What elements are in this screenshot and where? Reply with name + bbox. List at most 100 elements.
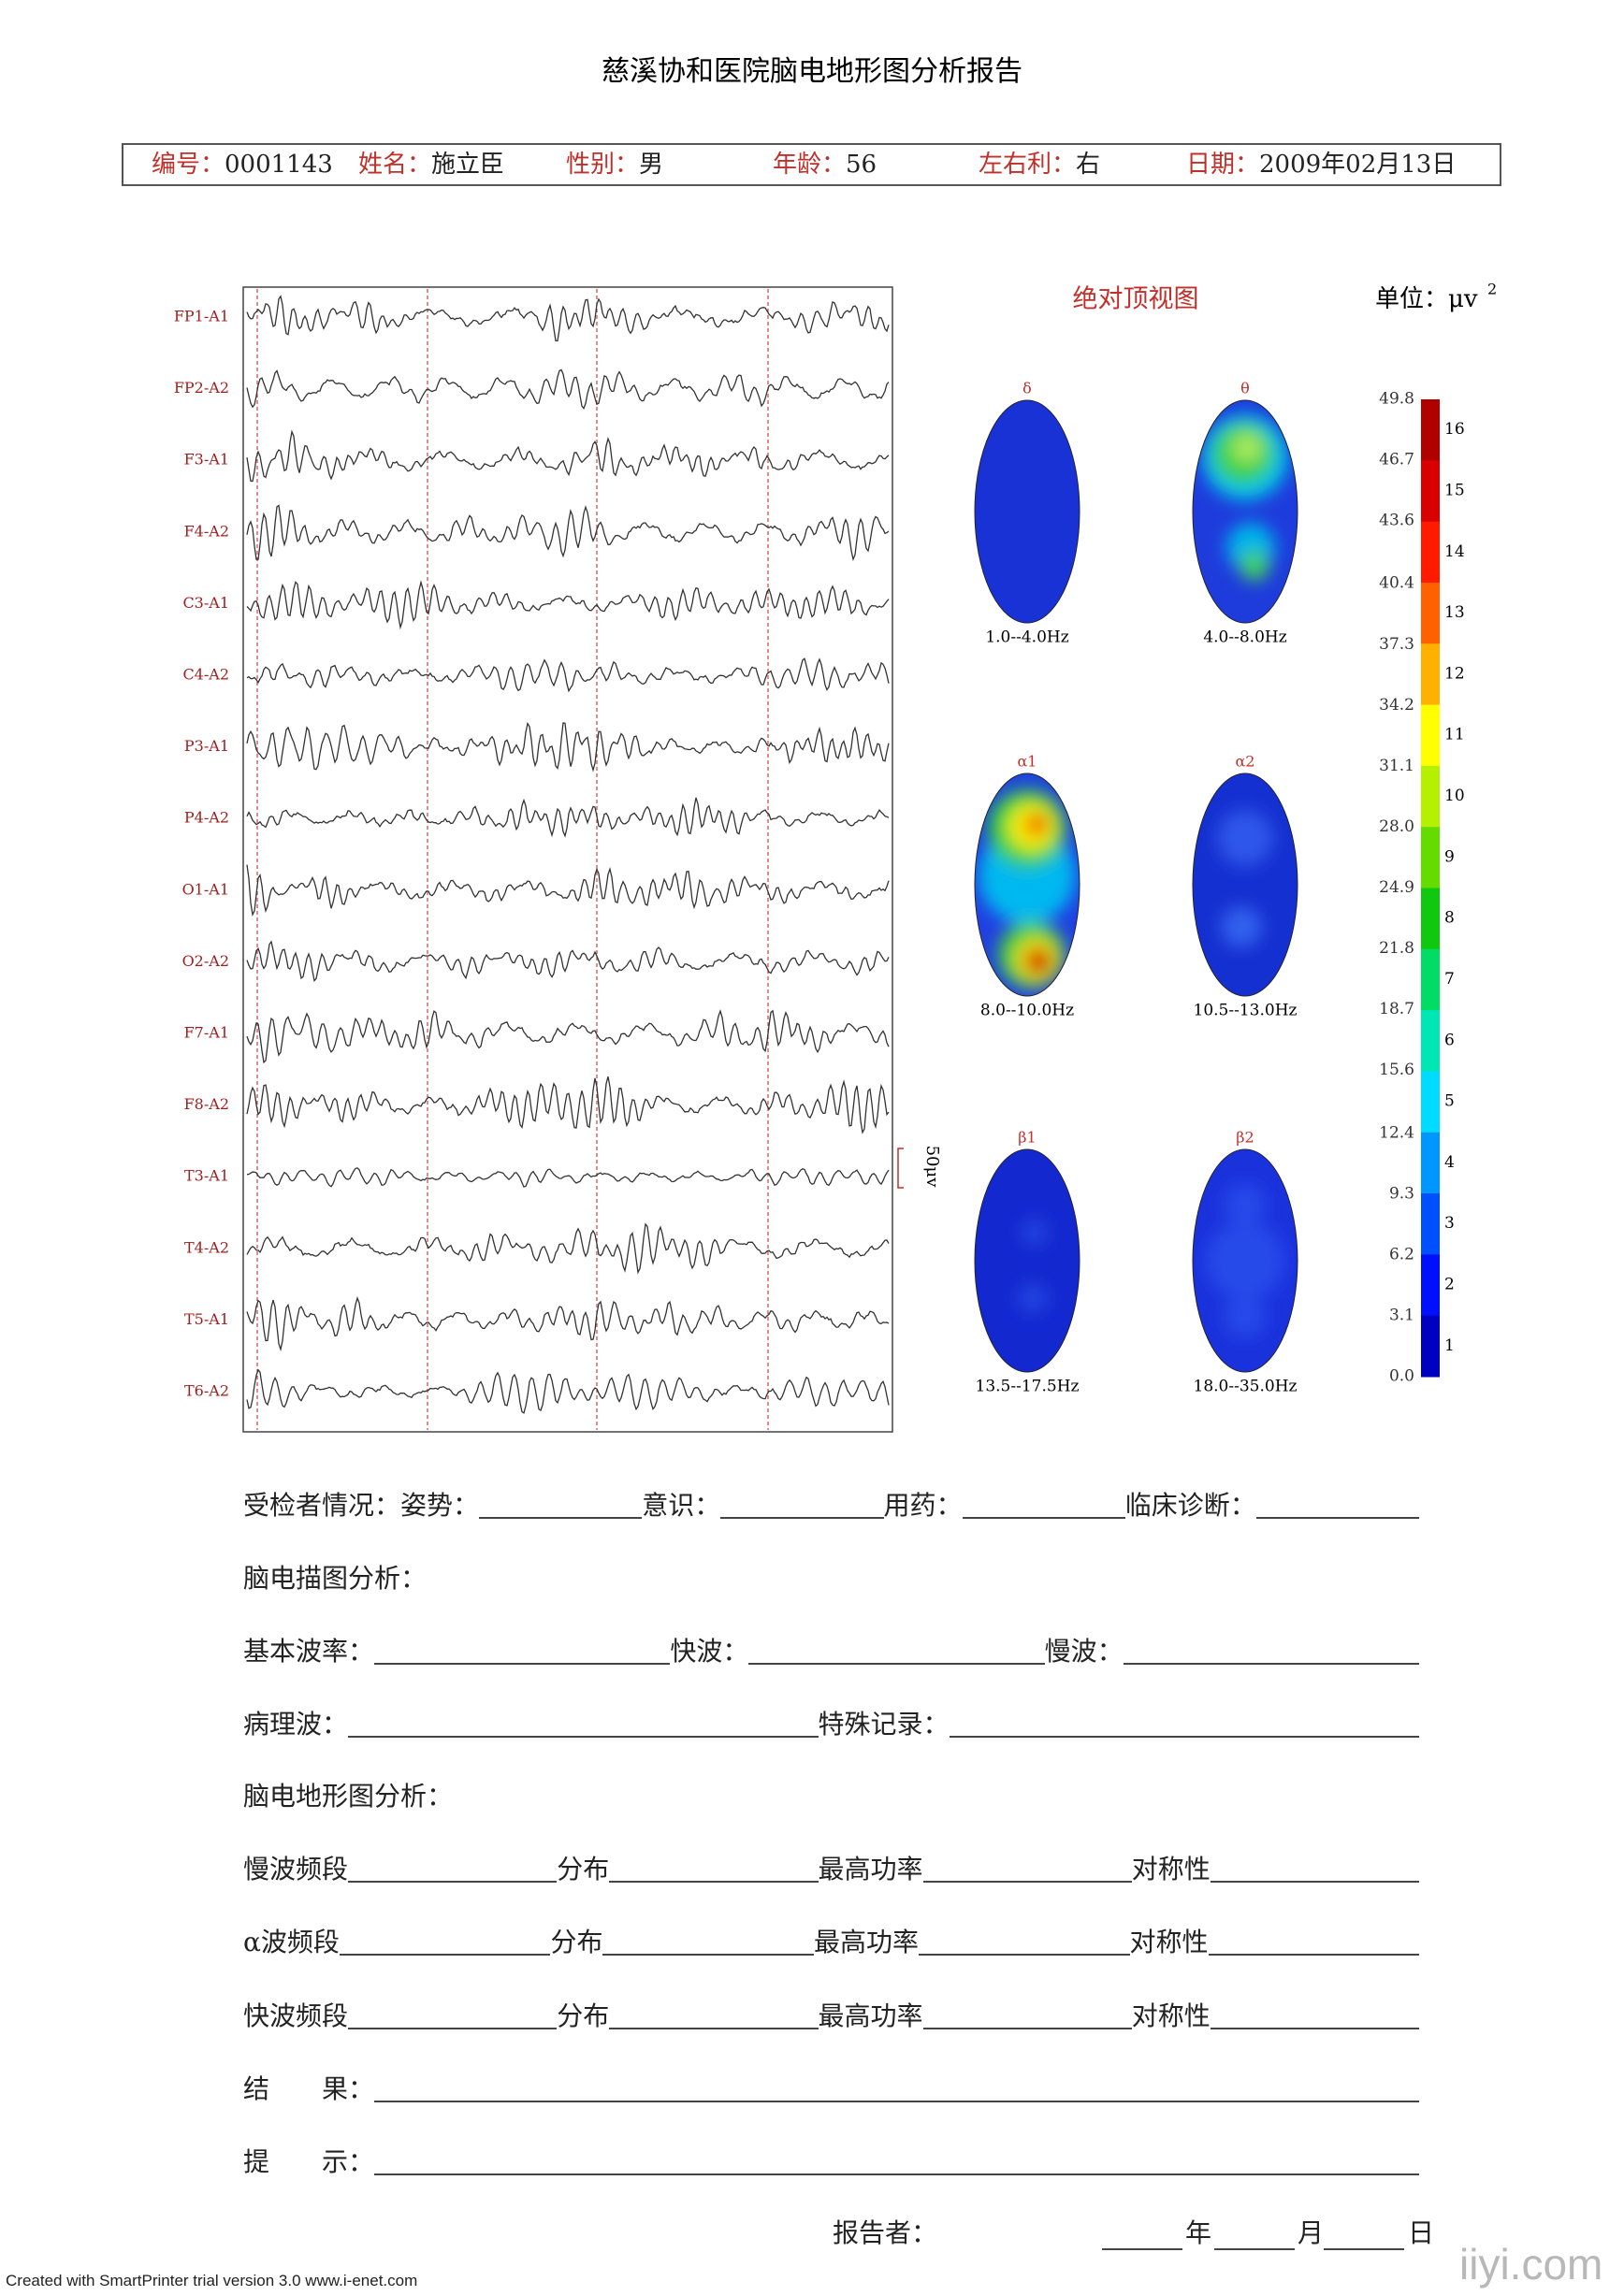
topo-map <box>1192 399 1298 624</box>
blank <box>602 1954 814 1956</box>
year-label: 年 <box>1185 2217 1212 2248</box>
map-blob <box>1217 810 1273 866</box>
maps-title: 绝对顶视图 <box>1073 285 1199 314</box>
band-label: α1 <box>1018 753 1037 771</box>
form-label: 脑电描图分析： <box>243 1563 428 1594</box>
map-blobs <box>979 789 1076 989</box>
level-label: 3 <box>1444 1214 1455 1233</box>
colorbar-segment <box>1421 521 1440 584</box>
level-label: 7 <box>1444 970 1455 989</box>
field-label: 左右利： <box>979 151 1077 179</box>
channel-label: O1-A1 <box>182 880 229 898</box>
colorbar-segment <box>1421 1010 1440 1072</box>
eeg-trace <box>246 295 890 342</box>
level-label: 9 <box>1444 847 1455 866</box>
channel-label: C3-A1 <box>182 594 229 612</box>
blank <box>339 1954 551 1956</box>
report-title: 慈溪协和医院脑电地形图分析报告 <box>602 55 1022 88</box>
eeg-trace <box>246 429 890 483</box>
field-value: 右 <box>1076 151 1101 179</box>
eeg-trace <box>246 657 890 693</box>
blank <box>374 2173 1419 2175</box>
channel-label: O2-A2 <box>182 952 229 970</box>
channel-label: F3-A1 <box>184 451 229 469</box>
form-label: 分布 <box>557 2000 610 2031</box>
blank <box>1102 2248 1182 2250</box>
map-outline <box>974 399 1080 624</box>
form-row: 慢波频段 分布 最高功率 对称性 <box>243 1847 1419 1884</box>
eeg-trace <box>246 1076 890 1134</box>
form-row: 结 果： <box>243 2067 1419 2104</box>
colorbar-tick-label: 0.0 <box>1389 1367 1414 1386</box>
topo-map <box>974 399 1080 624</box>
eeg-trace <box>246 1167 890 1188</box>
map-outline <box>974 1148 1080 1373</box>
form-row: 脑电地形图分析： <box>243 1774 1419 1812</box>
map-blob-layer <box>1018 1220 1048 1313</box>
band-label: δ <box>1022 380 1032 397</box>
form-label: α波频段 <box>243 1927 340 1957</box>
amplitude-scale-label: 50μv <box>922 1146 942 1189</box>
reporter-label: 报告者： <box>833 2217 938 2248</box>
level-label: 16 <box>1444 420 1465 439</box>
level-label: 8 <box>1444 909 1455 928</box>
map-blob <box>1033 956 1044 967</box>
colorbar-tick-label: 24.9 <box>1379 878 1414 897</box>
form-row: 病理波： 特殊记录： <box>243 1702 1419 1740</box>
form-label: 对称性 <box>1131 2000 1211 2031</box>
colorbar-tick-label: 40.4 <box>1379 574 1414 593</box>
colorbar-tick-label: 43.6 <box>1379 512 1414 530</box>
map-blobs <box>1018 1220 1048 1313</box>
form-label: 对称性 <box>1131 1854 1211 1884</box>
watermark: iiyi.com <box>1459 2240 1603 2289</box>
colorbar-tick-label: 9.3 <box>1389 1184 1414 1203</box>
colorbar-tick-label: 31.1 <box>1379 757 1414 775</box>
map-blobs <box>1202 414 1288 581</box>
colorbar-segment <box>1421 765 1440 828</box>
blank <box>1208 1954 1420 1956</box>
map-blob <box>1232 433 1262 463</box>
unit-power: 2 <box>1487 281 1497 298</box>
colorbar-segment <box>1421 1132 1440 1194</box>
channel-label: T3-A1 <box>184 1167 229 1185</box>
eeg-frame <box>242 286 893 1433</box>
map-blob <box>1022 1220 1048 1246</box>
blank <box>1210 1881 1419 1883</box>
band-label: β2 <box>1236 1129 1254 1147</box>
range-label: 13.5--17.5Hz <box>976 1378 1080 1396</box>
colorbar-tick-label: 21.8 <box>1379 939 1414 958</box>
topo-map <box>1192 773 1298 997</box>
eeg-trace <box>246 580 890 630</box>
form-row: 快波频段 分布 最高功率 对称性 <box>243 1994 1419 2031</box>
colorbar-segment <box>1421 460 1440 523</box>
channel-label: FP2-A2 <box>174 379 229 397</box>
band-label: α2 <box>1236 753 1255 771</box>
level-label: 1 <box>1444 1336 1455 1355</box>
channel-label: F4-A2 <box>184 522 229 540</box>
blank <box>479 1517 643 1519</box>
map-blob-layer <box>1202 414 1288 581</box>
form-label: 快波： <box>670 1636 749 1667</box>
map-blob <box>1221 906 1262 947</box>
field-value: 施立臣 <box>431 151 505 179</box>
colorbar-tick-label: 18.7 <box>1379 1000 1414 1018</box>
colorbar-segment <box>1421 704 1440 767</box>
map-outline <box>1192 1148 1298 1373</box>
map-base <box>975 400 1080 623</box>
topo-map <box>1192 1148 1298 1373</box>
colorbar-tick-label: 12.4 <box>1379 1123 1414 1142</box>
field: 日期：2009年02月13日 <box>1186 145 1456 184</box>
field-value: 56 <box>846 151 877 179</box>
field-label: 姓名： <box>358 151 432 179</box>
map-base <box>1193 773 1298 996</box>
form-row: α波频段 分布 最高功率 对称性 <box>243 1920 1420 1957</box>
map-blob <box>1225 1296 1266 1337</box>
field-label: 年龄： <box>773 151 847 179</box>
blank <box>1324 2248 1404 2250</box>
field-value: 0001143 <box>225 151 333 179</box>
map-outline <box>1192 773 1298 997</box>
map-blob-layer <box>1217 810 1273 947</box>
blank <box>922 1881 1132 1883</box>
